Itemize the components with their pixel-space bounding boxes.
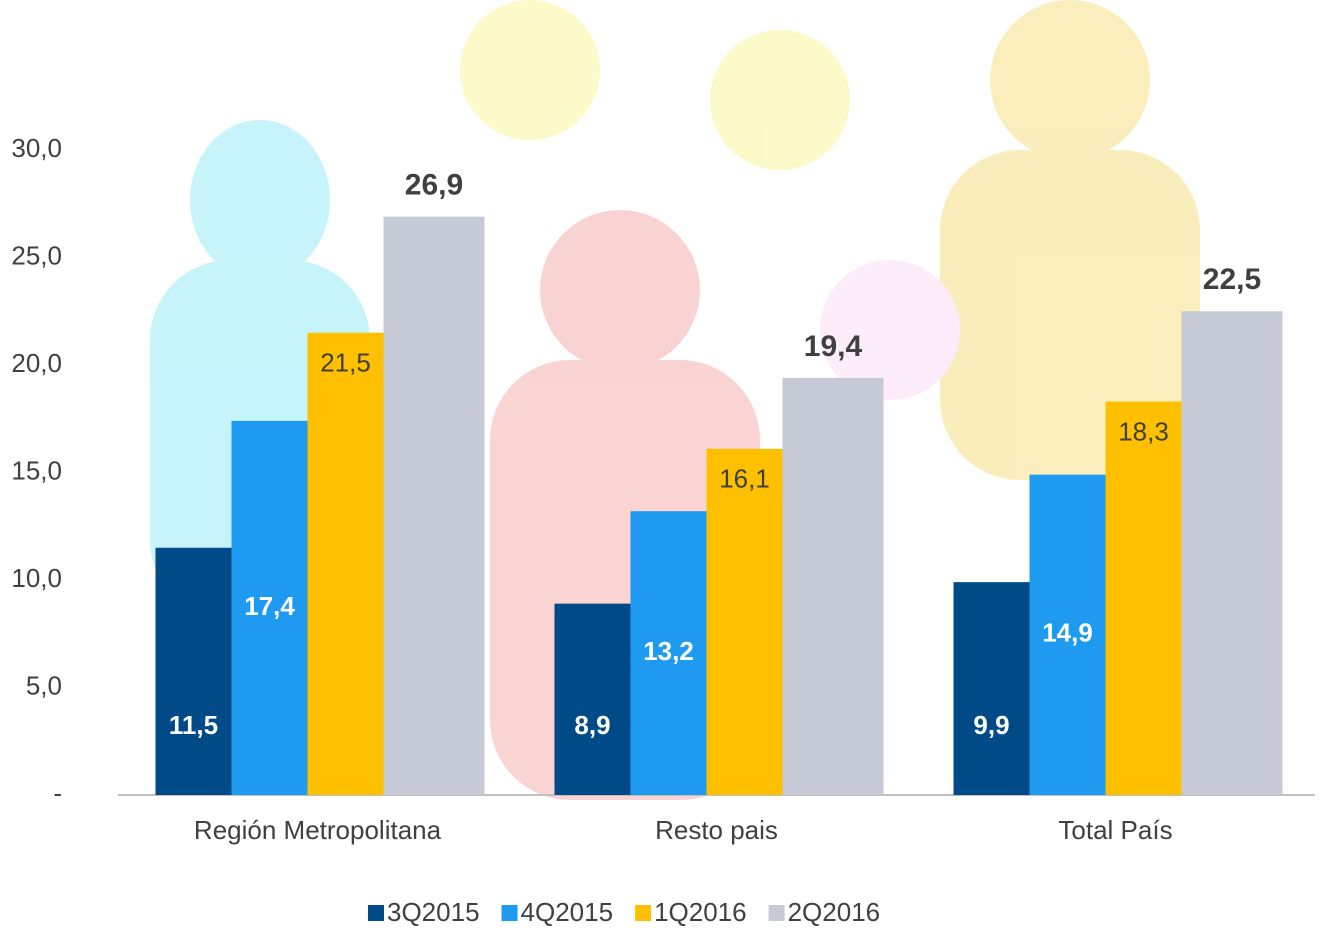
data-label: 17,4	[244, 591, 295, 621]
bar	[954, 582, 1030, 795]
legend-label: 4Q2015	[521, 897, 614, 927]
bar	[1106, 402, 1182, 795]
data-label: 19,4	[804, 330, 863, 363]
legend-label: 1Q2016	[654, 897, 747, 927]
legend-swatch	[368, 905, 384, 921]
bar	[156, 548, 232, 795]
legend-swatch	[769, 905, 785, 921]
data-label: 26,9	[405, 169, 463, 202]
data-label: 14,9	[1042, 618, 1093, 648]
y-tick-label: 10,0	[11, 563, 62, 593]
bar	[308, 333, 384, 795]
y-tick-label: 5,0	[26, 670, 62, 700]
bar	[1182, 311, 1283, 795]
bar	[707, 449, 783, 795]
legend-swatch	[502, 905, 518, 921]
data-label: 9,9	[973, 710, 1009, 740]
data-label: 16,1	[719, 464, 770, 494]
y-tick-label: 20,0	[11, 348, 62, 378]
bar	[555, 604, 631, 795]
y-tick-label: -	[53, 778, 62, 808]
data-label: 21,5	[320, 348, 371, 378]
legend-label: 3Q2015	[387, 897, 480, 927]
x-tick-label: Total País	[1058, 815, 1172, 845]
y-tick-label: 30,0	[11, 133, 62, 163]
bar	[783, 378, 884, 795]
chart: - 5,0 10,0 15,0 20,0 25,0 30,0 Región Metropoli…	[0, 0, 1328, 928]
data-label: 22,5	[1203, 263, 1261, 296]
y-tick-label: 15,0	[11, 455, 62, 485]
y-tick-label: 25,0	[11, 240, 62, 270]
data-label: 13,2	[643, 636, 694, 666]
data-label: 18,3	[1118, 416, 1169, 446]
legend-swatch	[635, 905, 651, 921]
x-tick-label: Resto pais	[655, 815, 778, 845]
x-tick-label: Región Metropolitana	[194, 815, 442, 845]
legend-label: 2Q2016	[788, 897, 881, 927]
bar	[384, 217, 485, 795]
data-label: 11,5	[169, 710, 218, 740]
data-label: 8,9	[574, 710, 610, 740]
